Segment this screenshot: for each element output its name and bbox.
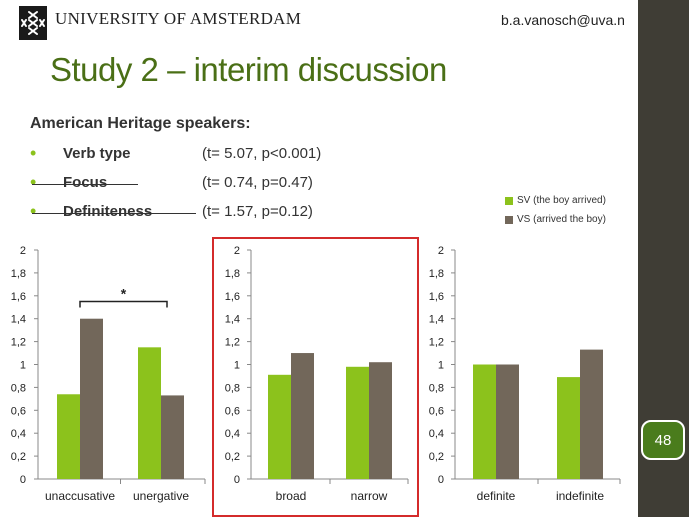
page-number-badge: 48 [641,420,685,460]
y-tick-label: 1,4 [11,314,26,326]
significance-star: * [121,286,127,302]
bar-vs [291,353,314,479]
y-tick-label: 0 [20,474,26,486]
bar-sv [138,347,161,479]
y-tick-label: 0,2 [429,451,444,463]
y-tick-label: 0,2 [225,451,240,463]
legend-label-vs: VS (arrived the boy) [517,214,606,225]
bullet-dot-icon: • [30,143,37,163]
highlight-box [212,237,419,517]
x-category-label: broad [276,489,307,503]
bar-vs [161,395,184,479]
bullet-dot-icon: • [30,201,37,221]
legend-swatch-vs [505,216,513,224]
bar-sv [268,374,291,479]
y-tick-label: 1 [20,360,26,372]
x-category-label: narrow [351,489,388,503]
bar-vs [369,362,392,479]
y-tick-label: 1,4 [429,314,444,326]
bar-sv [473,364,496,479]
slide-subtitle: American Heritage speakers: [30,115,251,132]
y-tick-label: 2 [234,245,240,257]
y-tick-label: 0,4 [11,428,26,440]
bar-vs [580,349,603,479]
y-tick-label: 2 [20,245,26,257]
y-tick-label: 1,6 [429,291,444,303]
x-category-label: unergative [133,489,189,503]
y-tick-label: 0,6 [429,405,444,417]
y-tick-label: 1,8 [429,268,444,280]
bullet-label: Definiteness [63,203,153,220]
y-tick-label: 0,8 [225,382,240,394]
bullet-stat: (t= 1.57, p=0.12) [202,203,313,220]
y-tick-label: 1,8 [225,268,240,280]
y-tick-label: 1,6 [11,291,26,303]
x-category-label: indefinite [556,489,604,503]
strikethrough-line [32,213,196,214]
legend-swatch-sv [505,197,513,205]
y-tick-label: 1 [234,360,240,372]
strikethrough-line [32,184,138,185]
bullet-dot-icon: • [30,172,37,192]
y-tick-label: 1,6 [225,291,240,303]
bullet-label: Verb type [63,145,131,162]
bar-sv [557,377,580,479]
bar-vs [80,318,103,479]
y-tick-label: 0 [234,474,240,486]
y-tick-label: 2 [438,245,444,257]
bar-vs [496,364,519,479]
y-tick-label: 0,8 [429,382,444,394]
y-tick-label: 0,6 [225,405,240,417]
y-tick-label: 1,2 [11,337,26,349]
significance-bracket [79,300,168,308]
y-tick-label: 0,8 [11,382,26,394]
author-email: b.a.vanosch@uva.n [501,12,625,28]
y-tick-label: 0,4 [225,428,240,440]
slide-title: Study 2 – interim discussion [50,51,447,88]
bar-sv [57,394,80,479]
university-name: UNIVERSITY OF AMSTERDAM [55,9,302,28]
bar-sv [346,366,369,479]
y-tick-label: 1,4 [225,314,240,326]
y-tick-label: 1,2 [225,337,240,349]
bullet-stat: (t= 0.74, p=0.47) [202,174,313,191]
y-tick-label: 0,4 [429,428,444,440]
x-category-label: unaccusative [45,489,115,503]
university-logo [19,6,47,40]
y-tick-label: 0,6 [11,405,26,417]
legend-label-sv: SV (the boy arrived) [517,195,606,206]
y-tick-label: 1 [438,360,444,372]
y-tick-label: 0,2 [11,451,26,463]
y-tick-label: 0 [438,474,444,486]
x-category-label: definite [477,489,516,503]
y-tick-label: 1,8 [11,268,26,280]
y-tick-label: 1,2 [429,337,444,349]
bullet-stat: (t= 5.07, p<0.001) [202,145,322,162]
bullet-label: Focus [63,174,108,191]
